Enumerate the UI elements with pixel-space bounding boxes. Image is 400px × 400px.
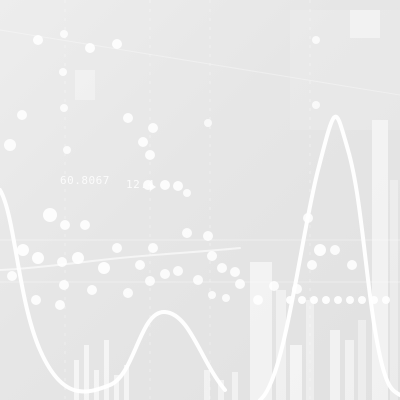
bar xyxy=(330,330,340,400)
dot xyxy=(217,263,227,273)
panel-block xyxy=(75,70,95,100)
dot xyxy=(98,262,110,274)
dot xyxy=(31,295,41,305)
value-readout-secondary: 12.4 xyxy=(126,178,155,191)
dot xyxy=(148,123,158,133)
panel-block xyxy=(290,10,400,130)
dot xyxy=(160,269,170,279)
dot xyxy=(59,68,67,76)
dot xyxy=(43,208,57,222)
dot xyxy=(183,189,191,197)
bar xyxy=(218,380,224,400)
panel-block xyxy=(350,10,380,38)
bar xyxy=(94,370,99,400)
dot xyxy=(145,150,155,160)
dot xyxy=(87,285,97,295)
dot xyxy=(63,146,71,154)
dot xyxy=(253,295,263,305)
bar xyxy=(306,300,314,400)
dot xyxy=(303,213,313,223)
dot xyxy=(145,276,155,286)
diagonal-grid-line xyxy=(0,29,400,96)
dot xyxy=(322,296,330,304)
bar xyxy=(250,262,272,400)
dot xyxy=(112,243,122,253)
dot xyxy=(123,288,133,298)
dot xyxy=(60,104,68,112)
dot xyxy=(312,101,320,109)
dot xyxy=(4,139,16,151)
dot xyxy=(382,296,390,304)
dot xyxy=(312,36,320,44)
dot xyxy=(346,296,354,304)
dot xyxy=(347,260,357,270)
dot xyxy=(173,266,183,276)
dot xyxy=(72,252,84,264)
dot xyxy=(269,281,279,291)
dot xyxy=(173,181,183,191)
dot xyxy=(207,251,217,261)
dot xyxy=(222,294,230,302)
dot xyxy=(230,267,240,277)
soft-panels xyxy=(75,10,400,130)
dot xyxy=(57,257,67,267)
dot xyxy=(286,296,294,304)
bar xyxy=(74,360,79,400)
dot xyxy=(204,119,212,127)
dot xyxy=(310,296,318,304)
bar xyxy=(290,345,302,400)
wave-line xyxy=(0,188,227,394)
bar xyxy=(390,180,398,400)
dot xyxy=(135,260,145,270)
dot xyxy=(292,284,302,294)
dot xyxy=(148,243,158,253)
scatter-dots xyxy=(4,30,357,310)
dot xyxy=(193,275,203,285)
dot xyxy=(235,279,245,289)
dot xyxy=(59,280,69,290)
dot xyxy=(314,244,326,256)
bar xyxy=(232,372,238,400)
dot xyxy=(160,180,170,190)
dot xyxy=(307,260,317,270)
dot xyxy=(138,137,148,147)
dot xyxy=(17,110,27,120)
dot xyxy=(203,231,213,241)
bar xyxy=(104,340,109,400)
marker-arrow-icon xyxy=(150,183,156,191)
dot xyxy=(85,43,95,53)
dot xyxy=(60,220,70,230)
bar xyxy=(204,370,210,400)
dot xyxy=(80,220,90,230)
dot xyxy=(208,291,216,299)
dot xyxy=(370,296,378,304)
dot xyxy=(55,300,65,310)
dot xyxy=(60,30,68,38)
dot xyxy=(358,296,366,304)
dot xyxy=(7,271,17,281)
flat-line xyxy=(0,247,241,271)
dot xyxy=(17,244,29,256)
bar xyxy=(345,340,354,400)
bar xyxy=(84,345,89,400)
dot xyxy=(182,228,192,238)
dot xyxy=(330,245,340,255)
bar xyxy=(114,375,119,400)
dot xyxy=(123,113,133,123)
bar xyxy=(124,365,129,400)
dotted-row xyxy=(286,296,390,304)
dot xyxy=(33,35,43,45)
dot xyxy=(298,296,306,304)
value-readout-primary: 60.8067 xyxy=(60,174,110,187)
dot xyxy=(334,296,342,304)
dot xyxy=(112,39,122,49)
bar xyxy=(358,320,366,400)
dot xyxy=(32,252,44,264)
